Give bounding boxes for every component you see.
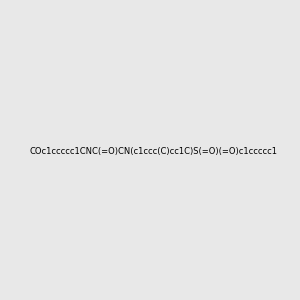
Text: COc1ccccc1CNC(=O)CN(c1ccc(C)cc1C)S(=O)(=O)c1ccccc1: COc1ccccc1CNC(=O)CN(c1ccc(C)cc1C)S(=O)(=… [30, 147, 278, 156]
